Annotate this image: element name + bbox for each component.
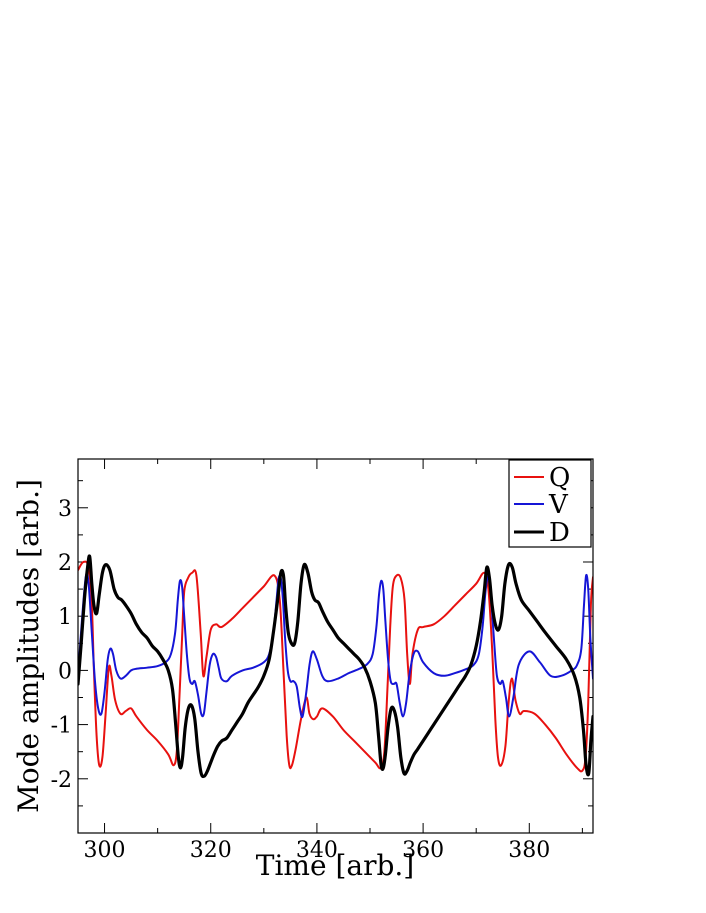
y-tick-label: 2	[58, 551, 72, 576]
legend-label-v: V	[548, 490, 569, 520]
legend-label-q: Q	[549, 463, 570, 493]
axis-ticks	[78, 459, 593, 834]
series-line-d	[78, 554, 593, 779]
x-tick-label: 300	[84, 838, 126, 863]
y-tick-label: 3	[58, 497, 72, 522]
y-tick-label: -2	[51, 768, 72, 793]
series-line-q	[78, 560, 593, 773]
series-lines	[78, 554, 593, 779]
plot-frame	[77, 458, 594, 834]
x-axis-title: Time [arb.]	[256, 849, 414, 882]
legend-label-d: D	[549, 518, 570, 548]
tick-labels: 300 320 340 360 380 3 2 1 0 -1 -2	[51, 497, 551, 863]
y-tick-label: 0	[58, 659, 72, 684]
legend: Q V D	[508, 459, 592, 548]
y-tick-label: 1	[58, 605, 72, 630]
x-tick-label: 320	[190, 838, 232, 863]
x-tick-label: 340	[296, 838, 338, 863]
y-axis-title: Mode amplitudes [arb.]	[12, 479, 45, 813]
x-tick-label: 360	[402, 838, 444, 863]
y-tick-label: -1	[51, 714, 72, 739]
x-tick-label: 380	[508, 838, 550, 863]
